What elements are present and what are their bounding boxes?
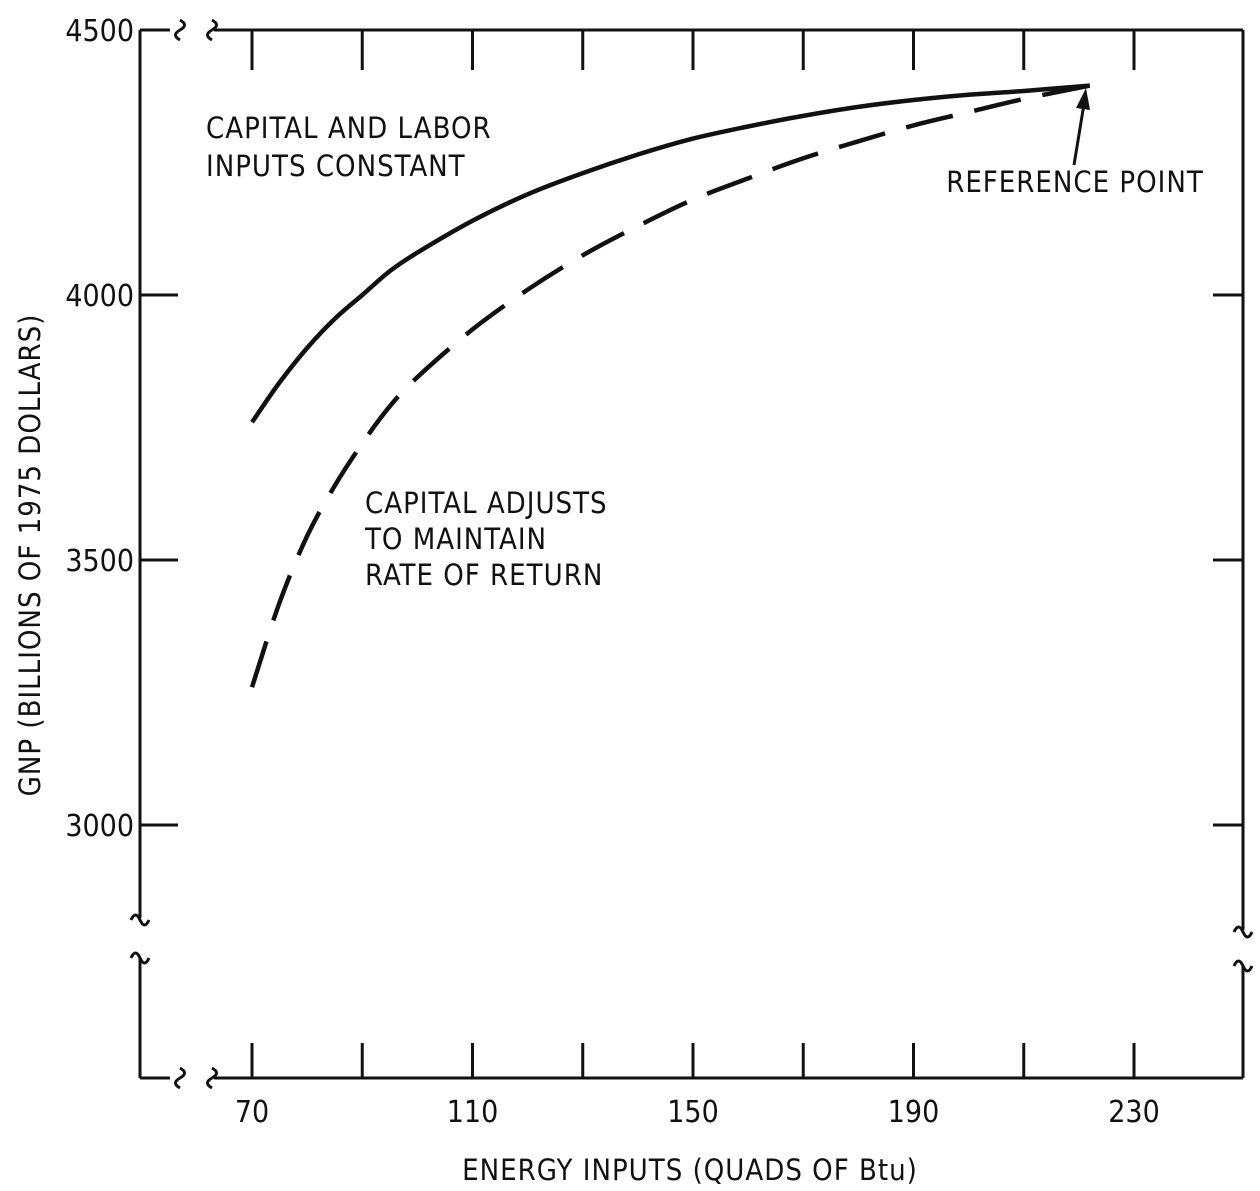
y-tick-label: 3500 [65, 544, 134, 579]
x-tick-label: 230 [1108, 1095, 1160, 1130]
annotation-line: RATE OF RETURN [365, 558, 603, 592]
y-tick-label: 3000 [65, 809, 134, 844]
x-axis-title: ENERGY INPUTS (QUADS OF Btu) [462, 1153, 918, 1187]
y-tick-label: 4000 [65, 279, 134, 314]
x-tick-label: 150 [667, 1095, 719, 1130]
axis-break-symbol [129, 913, 151, 927]
axis-break-symbol [174, 18, 186, 42]
series-group [249, 83, 1091, 688]
x-tick-label: 110 [447, 1095, 499, 1130]
annotation-line: CAPITAL AND LABOR [206, 111, 492, 145]
reference-point-arrow [1072, 88, 1090, 166]
y-tick-label: 4500 [65, 14, 134, 49]
axis-break-symbol [129, 951, 151, 965]
annotation-capital-labor: CAPITAL AND LABOR INPUTS CONSTANT [206, 111, 501, 183]
series-line-constant [250, 83, 1091, 424]
x-tick-label: 70 [235, 1095, 269, 1130]
axes [129, 18, 1254, 1090]
annotation-line: INPUTS CONSTANT [206, 149, 466, 183]
x-tick-label: 190 [888, 1095, 940, 1130]
axis-break-symbol [174, 1066, 186, 1090]
axis-break-symbol [206, 1066, 218, 1090]
axis-break-symbol [206, 18, 218, 42]
annotation-reference-point: REFERENCE POINT [946, 165, 1204, 199]
annotation-line: TO MAINTAIN [364, 522, 547, 556]
axis-break-symbol [1232, 925, 1254, 939]
axis-break-symbol [1232, 959, 1254, 973]
annotation-capital-adjusts: CAPITAL ADJUSTS TO MAINTAIN RATE OF RETU… [364, 486, 617, 592]
ticks: 70 110 150 190 230 3000 3500 4000 4500 [65, 14, 1243, 1130]
annotation-line: CAPITAL ADJUSTS [365, 486, 608, 520]
series-line-capital-adjusts [249, 83, 1091, 688]
y-axis-title: GNP (BILLIONS OF 1975 DOLLARS) [13, 314, 47, 797]
